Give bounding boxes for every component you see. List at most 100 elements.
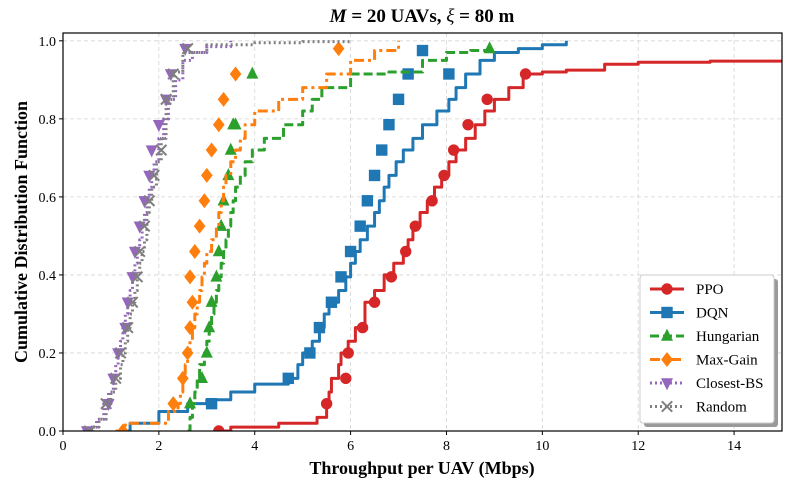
legend-marker-closest-bs	[660, 378, 674, 391]
data-point-ppo	[368, 296, 381, 308]
data-point-ppo	[385, 271, 398, 283]
x-tick-label: 12	[631, 439, 645, 454]
data-point-ppo	[409, 220, 422, 232]
legend-marker-max-gain	[661, 351, 673, 368]
x-tick-label: 6	[347, 439, 354, 454]
data-point-hungarian	[246, 66, 259, 79]
plot-frame	[62, 32, 783, 432]
data-point-ppo	[342, 347, 354, 359]
series-hungarian	[184, 41, 496, 431]
data-point-ppo	[481, 93, 493, 106]
data-point-random	[155, 144, 168, 156]
data-point-hungarian	[205, 294, 218, 307]
data-point-max-gain	[217, 91, 230, 107]
data-point-ppo	[426, 195, 438, 207]
legend-entry-hungarian: Hungarian	[650, 328, 760, 345]
data-point-random	[126, 296, 139, 309]
legend-entry-ppo: PPO	[650, 282, 724, 298]
data-point-max-gain	[200, 167, 213, 183]
data-point-dqn	[368, 169, 381, 182]
legend-marker-hungarian	[660, 328, 674, 341]
y-tick-label: 1.0	[39, 35, 57, 50]
x-tick-label: 14	[727, 439, 741, 454]
legend-label-ppo: PPO	[696, 282, 724, 298]
data-point-dqn	[354, 220, 366, 232]
data-point-closest-bs	[152, 119, 165, 133]
data-point-ppo	[356, 321, 369, 334]
series-line-dqn	[127, 40, 568, 431]
data-point-random	[109, 372, 122, 385]
data-point-closest-bs	[145, 145, 158, 158]
y-tick-label: 0.8	[39, 113, 57, 128]
y-tick-label: 0.2	[39, 347, 57, 362]
data-point-hungarian	[200, 345, 213, 358]
series-random	[83, 40, 353, 431]
data-point-random	[143, 194, 156, 207]
legend-marker-random	[661, 400, 673, 413]
series-group	[80, 40, 782, 431]
data-point-hungarian	[224, 142, 237, 155]
data-point-dqn	[361, 195, 374, 207]
legend-label-max-gain: Max-Gain	[696, 353, 758, 369]
data-point-dqn	[443, 68, 455, 80]
legend-label-closest-bs: Closest-BS	[696, 376, 764, 392]
data-point-max-gain	[184, 269, 196, 285]
legend-entry-closest-bs: Closest-BS	[650, 376, 764, 392]
data-point-hungarian	[184, 396, 197, 409]
data-point-dqn	[344, 245, 357, 258]
data-point-random	[160, 93, 172, 106]
legend-label-hungarian: Hungarian	[696, 329, 760, 345]
data-point-max-gain	[177, 370, 189, 386]
data-point-max-gain	[332, 41, 345, 57]
chart-title: M = 20 UAVs, ξ = 80 m	[329, 6, 515, 27]
data-point-ppo	[400, 245, 412, 258]
y-tick-label: 0.6	[39, 191, 57, 206]
data-point-max-gain	[167, 396, 180, 412]
series-line-random	[86, 40, 353, 431]
data-point-max-gain	[181, 345, 194, 361]
data-point-hungarian	[229, 117, 242, 130]
data-point-random	[133, 245, 146, 258]
x-axis-title: Throughput per UAV (Mbps)	[309, 458, 534, 479]
axis-ticks: 0 2 4 6 8 10 12 14 0.0 0.2 0.4 0.6 0.8 1.0	[39, 35, 742, 454]
data-point-random	[181, 42, 194, 55]
series-dqn	[127, 40, 568, 431]
data-point-random	[100, 397, 113, 410]
data-point-random	[138, 220, 151, 233]
x-tick-label: 4	[251, 439, 258, 454]
data-point-hungarian	[483, 41, 496, 54]
data-point-max-gain	[205, 142, 218, 158]
data-point-hungarian	[203, 320, 216, 333]
legend: PPO DQN Hungarian Max-Gain Closest-BS Random	[639, 274, 778, 427]
data-point-random	[114, 347, 127, 359]
data-point-dqn	[392, 93, 405, 106]
data-point-random	[83, 425, 96, 431]
y-tick-label: 0.0	[39, 425, 57, 440]
legend-entry-dqn: DQN	[650, 306, 729, 322]
data-point-dqn	[313, 321, 326, 334]
data-point-hungarian	[195, 371, 209, 384]
x-tick-label: 8	[443, 439, 450, 454]
data-point-hungarian	[210, 269, 223, 282]
data-point-random	[131, 270, 144, 283]
series-line-hungarian	[187, 48, 496, 431]
data-point-dqn	[376, 144, 388, 156]
data-point-dqn	[325, 296, 338, 308]
legend-label-dqn: DQN	[696, 306, 729, 322]
data-point-dqn	[205, 397, 218, 410]
x-tick-label: 10	[535, 439, 549, 454]
legend-label-random: Random	[696, 400, 747, 416]
data-point-max-gain	[198, 193, 211, 209]
legend-marker-dqn	[661, 306, 673, 319]
data-point-ppo	[462, 118, 474, 131]
data-point-ppo	[519, 68, 532, 80]
data-point-max-gain	[188, 243, 201, 260]
data-point-dqn	[304, 347, 316, 359]
data-point-max-gain	[117, 423, 129, 431]
data-point-dqn	[335, 271, 347, 283]
data-point-max-gain	[184, 320, 196, 336]
data-point-dqn	[416, 44, 429, 57]
data-point-max-gain	[212, 117, 225, 133]
x-tick-label: 2	[155, 439, 162, 454]
